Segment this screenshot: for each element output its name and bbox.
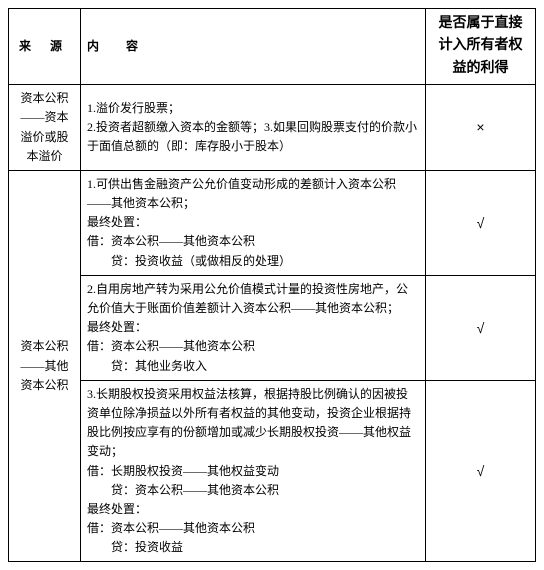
- table-row: 资本公积——其他资本公积1.可供出售金融资产公允价值变动形成的差额计入资本公积—…: [9, 170, 536, 275]
- header-source: 来 源: [9, 9, 81, 85]
- table-row: 3.长期股权投资采用权益法核算，根据持股比例确认的因被投资单位除净损益以外所有者…: [9, 380, 536, 562]
- content-cell: 3.长期股权投资采用权益法核算，根据持股比例确认的因被投资单位除净损益以外所有者…: [81, 380, 426, 562]
- flag-cell: √: [426, 275, 536, 380]
- source-cell: 资本公积——其他资本公积: [9, 170, 81, 562]
- flag-cell: √: [426, 170, 536, 275]
- capital-reserve-table: 来 源 内 容 是否属于直接计入所有者权益的利得 资本公积——资本溢价或股本溢价…: [8, 8, 536, 562]
- header-flag: 是否属于直接计入所有者权益的利得: [426, 9, 536, 85]
- source-cell: 资本公积——资本溢价或股本溢价: [9, 85, 81, 171]
- flag-cell: √: [426, 380, 536, 562]
- content-cell: 2.自用房地产转为采用公允价值模式计量的投资性房地产，公允价值大于账面价值差额计…: [81, 275, 426, 380]
- content-cell: 1.溢价发行股票； 2.投资者超额缴入资本的金额等；3.如果回购股票支付的价款小…: [81, 85, 426, 171]
- header-content: 内 容: [81, 9, 426, 85]
- content-cell: 1.可供出售金融资产公允价值变动形成的差额计入资本公积——其他资本公积； 最终处…: [81, 170, 426, 275]
- flag-cell: ×: [426, 85, 536, 171]
- table-row: 资本公积——资本溢价或股本溢价1.溢价发行股票； 2.投资者超额缴入资本的金额等…: [9, 85, 536, 171]
- table-row: 2.自用房地产转为采用公允价值模式计量的投资性房地产，公允价值大于账面价值差额计…: [9, 275, 536, 380]
